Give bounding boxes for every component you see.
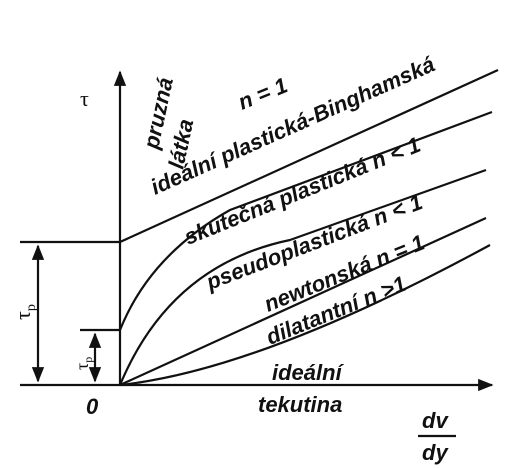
newtonian-curve xyxy=(119,216,487,387)
tau-symbol: τ xyxy=(10,311,35,320)
y-symbol: τ xyxy=(80,86,89,111)
x-numerator: dv xyxy=(422,408,449,433)
x-denominator: dy xyxy=(422,440,449,465)
origin-label: 0 xyxy=(86,394,99,419)
tau-subscript: p xyxy=(81,357,95,363)
tau-symbol: τ xyxy=(72,363,92,370)
ideal-fluid-label: tekutina xyxy=(258,392,342,417)
bingham-curve xyxy=(119,68,499,244)
tau-subscript: p xyxy=(24,304,39,311)
pseudoplastic-curve xyxy=(118,168,487,386)
real-plastic-curve xyxy=(118,110,493,331)
dilatant-curve xyxy=(119,244,491,387)
tau-p-small: τp xyxy=(72,357,95,370)
curve-note: n = 1 xyxy=(235,72,291,114)
tau-p-large: τp xyxy=(10,304,39,320)
ideal-fluid-label: ideální xyxy=(272,360,345,385)
